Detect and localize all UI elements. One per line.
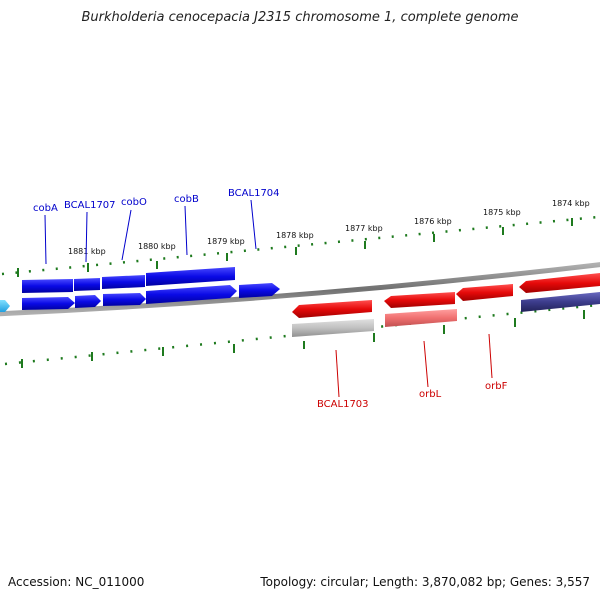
leader-line-cobA [44,214,47,265]
gene-label-cobO: cobO [121,197,147,208]
leader-line-cobB [184,205,188,256]
upper-tick-track [1,215,599,277]
gene-arrow[interactable] [146,285,237,304]
gene-label-orbL: orbL [419,389,442,400]
gene-arrow-orbF[interactable] [456,284,513,301]
lower-tick-dots [4,303,599,366]
gene-arrow[interactable] [103,293,146,306]
gene-arrow-cobO[interactable] [102,275,145,289]
gene-label-BCAL1704: BCAL1704 [228,188,280,199]
gene-arrow-BCAL1703[interactable] [292,300,372,318]
footer-topology: Topology: circular; Length: 3,870,082 bp… [260,575,590,589]
scale-label: 1878 kbp [276,231,314,240]
reverse-genes-row2 [292,292,600,337]
leader-line-orbF [488,333,493,379]
gene-label-cobA: cobA [33,203,58,214]
gene-arrow-cobA[interactable] [22,279,73,293]
reverse-gene-labels: BCAL1703 orbL orbF [317,333,508,410]
leader-line-BCAL1707 [85,211,88,263]
gene-block-purple[interactable] [521,292,600,312]
scale-label: 1874 kbp [552,199,590,208]
upper-tick-dots [1,215,599,276]
gene-arrow-BCAL1707[interactable] [74,278,100,291]
footer-accession: Accession: NC_011000 [8,575,145,589]
gene-arrow[interactable] [22,297,75,310]
gene-arrow-partial[interactable] [0,300,10,312]
gene-arrow-orbL[interactable] [384,292,455,308]
scale-label: 1877 kbp [345,224,383,233]
gene-label-BCAL1703: BCAL1703 [317,399,369,410]
gene-arrow[interactable] [519,273,600,293]
lower-tick-track [4,303,599,368]
scale-label: 1875 kbp [483,208,521,217]
reverse-genes-row1 [292,273,600,318]
map-title: Burkholderia cenocepacia J2315 chromosom… [81,10,519,25]
gene-label-cobB: cobB [174,194,199,205]
leader-line-cobO [121,209,132,261]
scale-label: 1876 kbp [414,217,452,226]
gene-arrow-BCAL1704[interactable] [239,283,280,298]
gene-block-pink[interactable] [385,309,457,327]
gene-arrow-cobB[interactable] [146,267,235,286]
scale-label: 1880 kbp [138,242,176,251]
scale-labels: 1881 kbp 1880 kbp 1879 kbp 1878 kbp 1877… [68,199,590,256]
gene-block-gray[interactable] [292,319,374,337]
scale-label: 1881 kbp [68,247,106,256]
gene-arrow[interactable] [75,295,101,308]
leader-line-BCAL1703 [335,349,340,398]
forward-gene-labels: cobA BCAL1707 cobO cobB BCAL1704 [33,188,280,265]
gene-label-orbF: orbF [485,381,508,392]
forward-genes-row2 [22,283,280,310]
leader-line-BCAL1704 [250,199,257,250]
forward-genes-row1 [22,267,235,293]
scale-label: 1879 kbp [207,237,245,246]
genome-backbone [0,262,600,317]
leader-line-orbL [423,340,429,388]
gene-label-BCAL1707: BCAL1707 [64,200,116,211]
